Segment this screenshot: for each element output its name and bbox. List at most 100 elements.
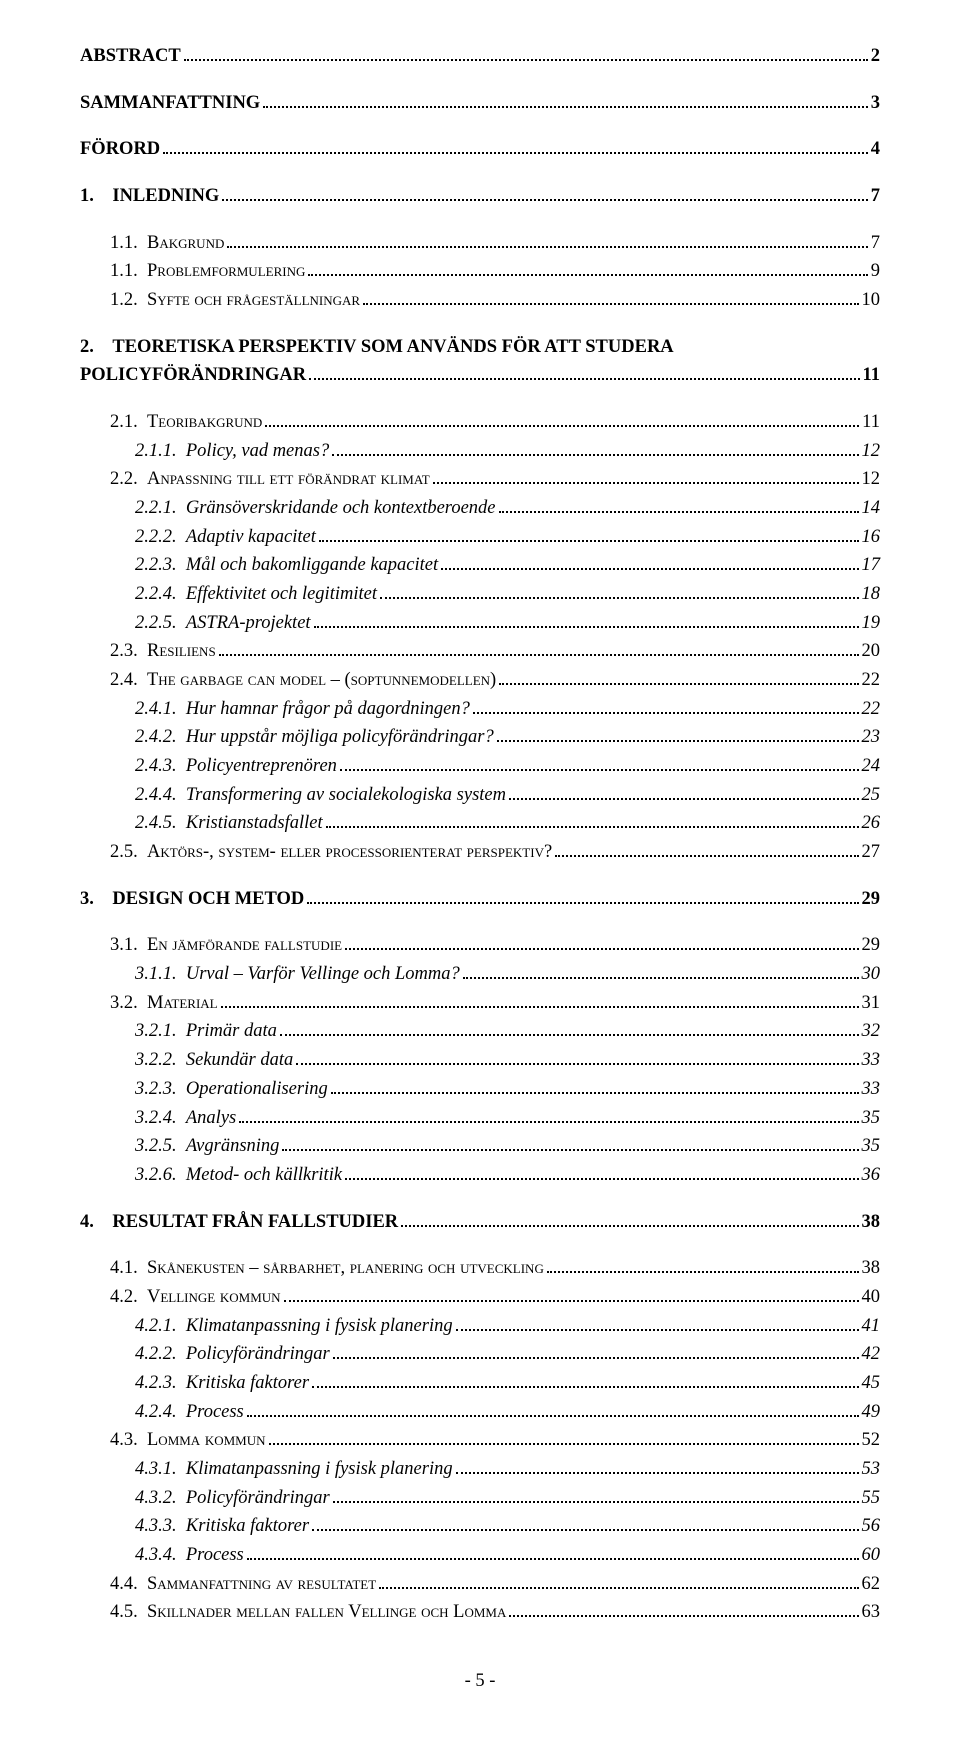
toc-entry: 3.2. Material 31 [110, 989, 880, 1018]
toc-leader-dots [331, 1092, 859, 1094]
toc-entry-label: 3. DESIGN OCH METOD [80, 885, 304, 914]
toc-leader-dots [227, 246, 867, 248]
toc-entry: 4.2. Vellinge kommun 40 [110, 1283, 880, 1312]
toc-entry: 3. DESIGN OCH METOD 29 [80, 885, 880, 914]
toc-leader-dots [269, 1443, 859, 1445]
toc-entry-page: 33 [862, 1075, 881, 1104]
toc-leader-dots [497, 740, 859, 742]
toc-entry: 4. RESULTAT FRÅN FALLSTUDIER 38 [80, 1208, 880, 1237]
toc-entry-label: 2.1. Teoribakgrund [110, 408, 262, 437]
toc-entry-label: 4.3.2. Policyförändringar [135, 1484, 330, 1513]
toc-leader-dots [345, 1178, 858, 1180]
toc-entry: 2.2.2. Adaptiv kapacitet 16 [135, 523, 880, 552]
toc-entry: 2.1. Teoribakgrund 11 [110, 408, 880, 437]
toc-entry: 2.4.1. Hur hamnar frågor på dagordningen… [135, 695, 880, 724]
toc-leader-dots [326, 826, 859, 828]
toc-leader-dots [314, 626, 859, 628]
toc-leader-dots [312, 1529, 858, 1531]
toc-entry: 1. INLEDNING 7 [80, 182, 880, 211]
toc-entry-label: 4.3.1. Klimatanpassning i fysisk planeri… [135, 1455, 453, 1484]
toc-entry-page: 11 [862, 408, 880, 437]
toc-entry-page: 33 [862, 1046, 881, 1075]
toc-entry-page: 7 [871, 229, 880, 258]
toc-leader-dots [333, 1501, 859, 1503]
toc-entry-page: 42 [862, 1340, 881, 1369]
toc-entry: 1.1. Problemformulering 9 [110, 257, 880, 286]
toc-entry-page: 18 [862, 580, 881, 609]
table-of-contents: ABSTRACT 2SAMMANFATTNING 3FÖRORD 41. INL… [80, 42, 880, 1627]
page-number: - 5 - [80, 1667, 880, 1696]
toc-entry: 2.5. Aktörs-, system- eller processorien… [110, 838, 880, 867]
toc-entry-page: 19 [862, 609, 881, 638]
toc-entry-label: 4.4. Sammanfattning av resultatet [110, 1570, 376, 1599]
toc-entry-label: 4. RESULTAT FRÅN FALLSTUDIER [80, 1208, 398, 1237]
toc-leader-dots [247, 1415, 859, 1417]
toc-entry-page: 30 [862, 960, 881, 989]
toc-entry-page: 45 [862, 1369, 881, 1398]
toc-entry-label: 4.2.3. Kritiska faktorer [135, 1369, 309, 1398]
toc-entry-label: 2. TEORETISKA PERSPEKTIV SOM ANVÄNDS FÖR… [80, 333, 674, 362]
toc-entry-page: 32 [862, 1017, 881, 1046]
toc-leader-dots [456, 1329, 859, 1331]
toc-entry-label: 1.1. Bakgrund [110, 229, 224, 258]
toc-entry-label: SAMMANFATTNING [80, 89, 260, 118]
toc-entry: 2.1.1. Policy, vad menas? 12 [135, 437, 880, 466]
toc-leader-dots [222, 199, 867, 201]
toc-entry-label: 4.2. Vellinge kommun [110, 1283, 281, 1312]
toc-entry-page: 22 [862, 666, 881, 695]
toc-entry: 1.1. Bakgrund 7 [110, 229, 880, 258]
toc-entry-page: 27 [862, 838, 881, 867]
toc-entry-label: 3.2. Material [110, 989, 218, 1018]
toc-entry: 3.2.1. Primär data 32 [135, 1017, 880, 1046]
toc-entry-page: 10 [862, 286, 881, 315]
toc-entry-label: 2.4.1. Hur hamnar frågor på dagordningen… [135, 695, 470, 724]
toc-entry-label: 2.4.2. Hur uppstår möjliga policyförändr… [135, 723, 494, 752]
toc-entry-page: 40 [862, 1283, 881, 1312]
toc-leader-dots [463, 977, 859, 979]
toc-entry-label: 1.2. Syfte och frågeställningar [110, 286, 360, 315]
toc-entry-label: 2.2.1. Gränsöverskridande och kontextber… [135, 494, 496, 523]
toc-entry-page: 14 [862, 494, 881, 523]
toc-entry-page: 23 [862, 723, 881, 752]
toc-entry: 4.4. Sammanfattning av resultatet 62 [110, 1570, 880, 1599]
toc-entry-label: 2.2.4. Effektivitet och legitimitet [135, 580, 377, 609]
toc-leader-dots [308, 274, 867, 276]
toc-leader-dots [312, 1386, 858, 1388]
toc-entry: SAMMANFATTNING 3 [80, 89, 880, 118]
toc-entry: 4.3.4. Process 60 [135, 1541, 880, 1570]
toc-leader-dots [473, 712, 859, 714]
toc-entry: 4.3.3. Kritiska faktorer 56 [135, 1512, 880, 1541]
toc-entry-label: 4.2.4. Process [135, 1398, 244, 1427]
toc-entry-label: 3.2.5. Avgränsning [135, 1132, 279, 1161]
toc-leader-dots [433, 482, 859, 484]
toc-entry: 2.2. Anpassning till ett förändrat klima… [110, 465, 880, 494]
toc-entry-page: 35 [862, 1132, 881, 1161]
toc-entry-page: 12 [862, 437, 881, 466]
toc-entry: 4.3. Lomma kommun 52 [110, 1426, 880, 1455]
toc-leader-dots [509, 798, 858, 800]
toc-entry: 1.2. Syfte och frågeställningar 10 [110, 286, 880, 315]
toc-entry: 2.4.3. Policyentreprenören 24 [135, 752, 880, 781]
toc-entry: 2.3. Resiliens 20 [110, 637, 880, 666]
toc-entry-label: 3.1. En jämförande fallstudie [110, 931, 342, 960]
toc-leader-dots [555, 855, 858, 857]
toc-entry-page: 38 [862, 1208, 881, 1237]
toc-entry-label: 3.1.1. Urval – Varför Vellinge och Lomma… [135, 960, 460, 989]
toc-entry: 2. TEORETISKA PERSPEKTIV SOM ANVÄNDS FÖR… [80, 333, 880, 362]
toc-leader-dots [456, 1472, 859, 1474]
toc-leader-dots [547, 1271, 859, 1273]
toc-entry: 4.2.3. Kritiska faktorer 45 [135, 1369, 880, 1398]
toc-entry-page: 7 [871, 182, 880, 211]
toc-leader-dots [380, 597, 859, 599]
toc-leader-dots [219, 654, 859, 656]
toc-entry-label: 2.2.5. ASTRA-projektet [135, 609, 311, 638]
toc-leader-dots [309, 378, 859, 380]
toc-entry-label: 4.2.2. Policyförändringar [135, 1340, 330, 1369]
toc-leader-dots [239, 1121, 858, 1123]
toc-leader-dots [332, 454, 858, 456]
toc-entry: 4.2.1. Klimatanpassning i fysisk planeri… [135, 1312, 880, 1341]
toc-entry-page: 55 [862, 1484, 881, 1513]
toc-entry-label: 3.2.4. Analys [135, 1104, 236, 1133]
toc-leader-dots [282, 1149, 858, 1151]
toc-leader-dots [163, 152, 868, 154]
